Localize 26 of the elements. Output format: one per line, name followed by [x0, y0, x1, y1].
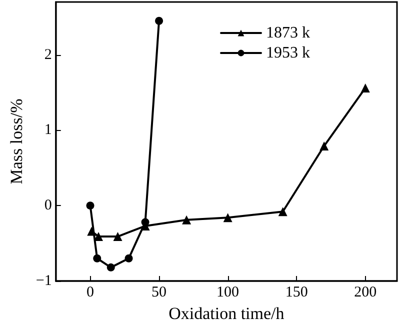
y-tick-label: −1: [36, 273, 52, 289]
point: [182, 215, 192, 224]
point: [278, 207, 288, 216]
point: [86, 202, 94, 210]
point: [124, 254, 133, 262]
legend-label: 1953 k: [266, 44, 310, 62]
point: [141, 218, 150, 226]
legend-label: 1873 k: [266, 24, 310, 42]
y-tick-label: 2: [44, 46, 52, 63]
y-tick-label: 0: [44, 198, 52, 214]
point: [87, 226, 96, 236]
y-axis-title: Mass loss/%: [7, 98, 26, 184]
point: [93, 254, 102, 262]
x-tick-label: 100: [216, 284, 240, 300]
x-axis-title: Oxidation time/h: [168, 304, 285, 323]
point: [320, 142, 329, 151]
point: [113, 232, 122, 242]
x-tick-label: 150: [285, 284, 308, 300]
y-tick-label: 1: [44, 122, 52, 138]
point: [106, 263, 115, 272]
point: [360, 83, 370, 92]
x-tick-label: 0: [86, 284, 94, 300]
x-tick-label: 200: [354, 284, 377, 300]
point: [155, 16, 164, 25]
x-tick-label: 50: [152, 284, 167, 300]
point: [223, 213, 232, 222]
